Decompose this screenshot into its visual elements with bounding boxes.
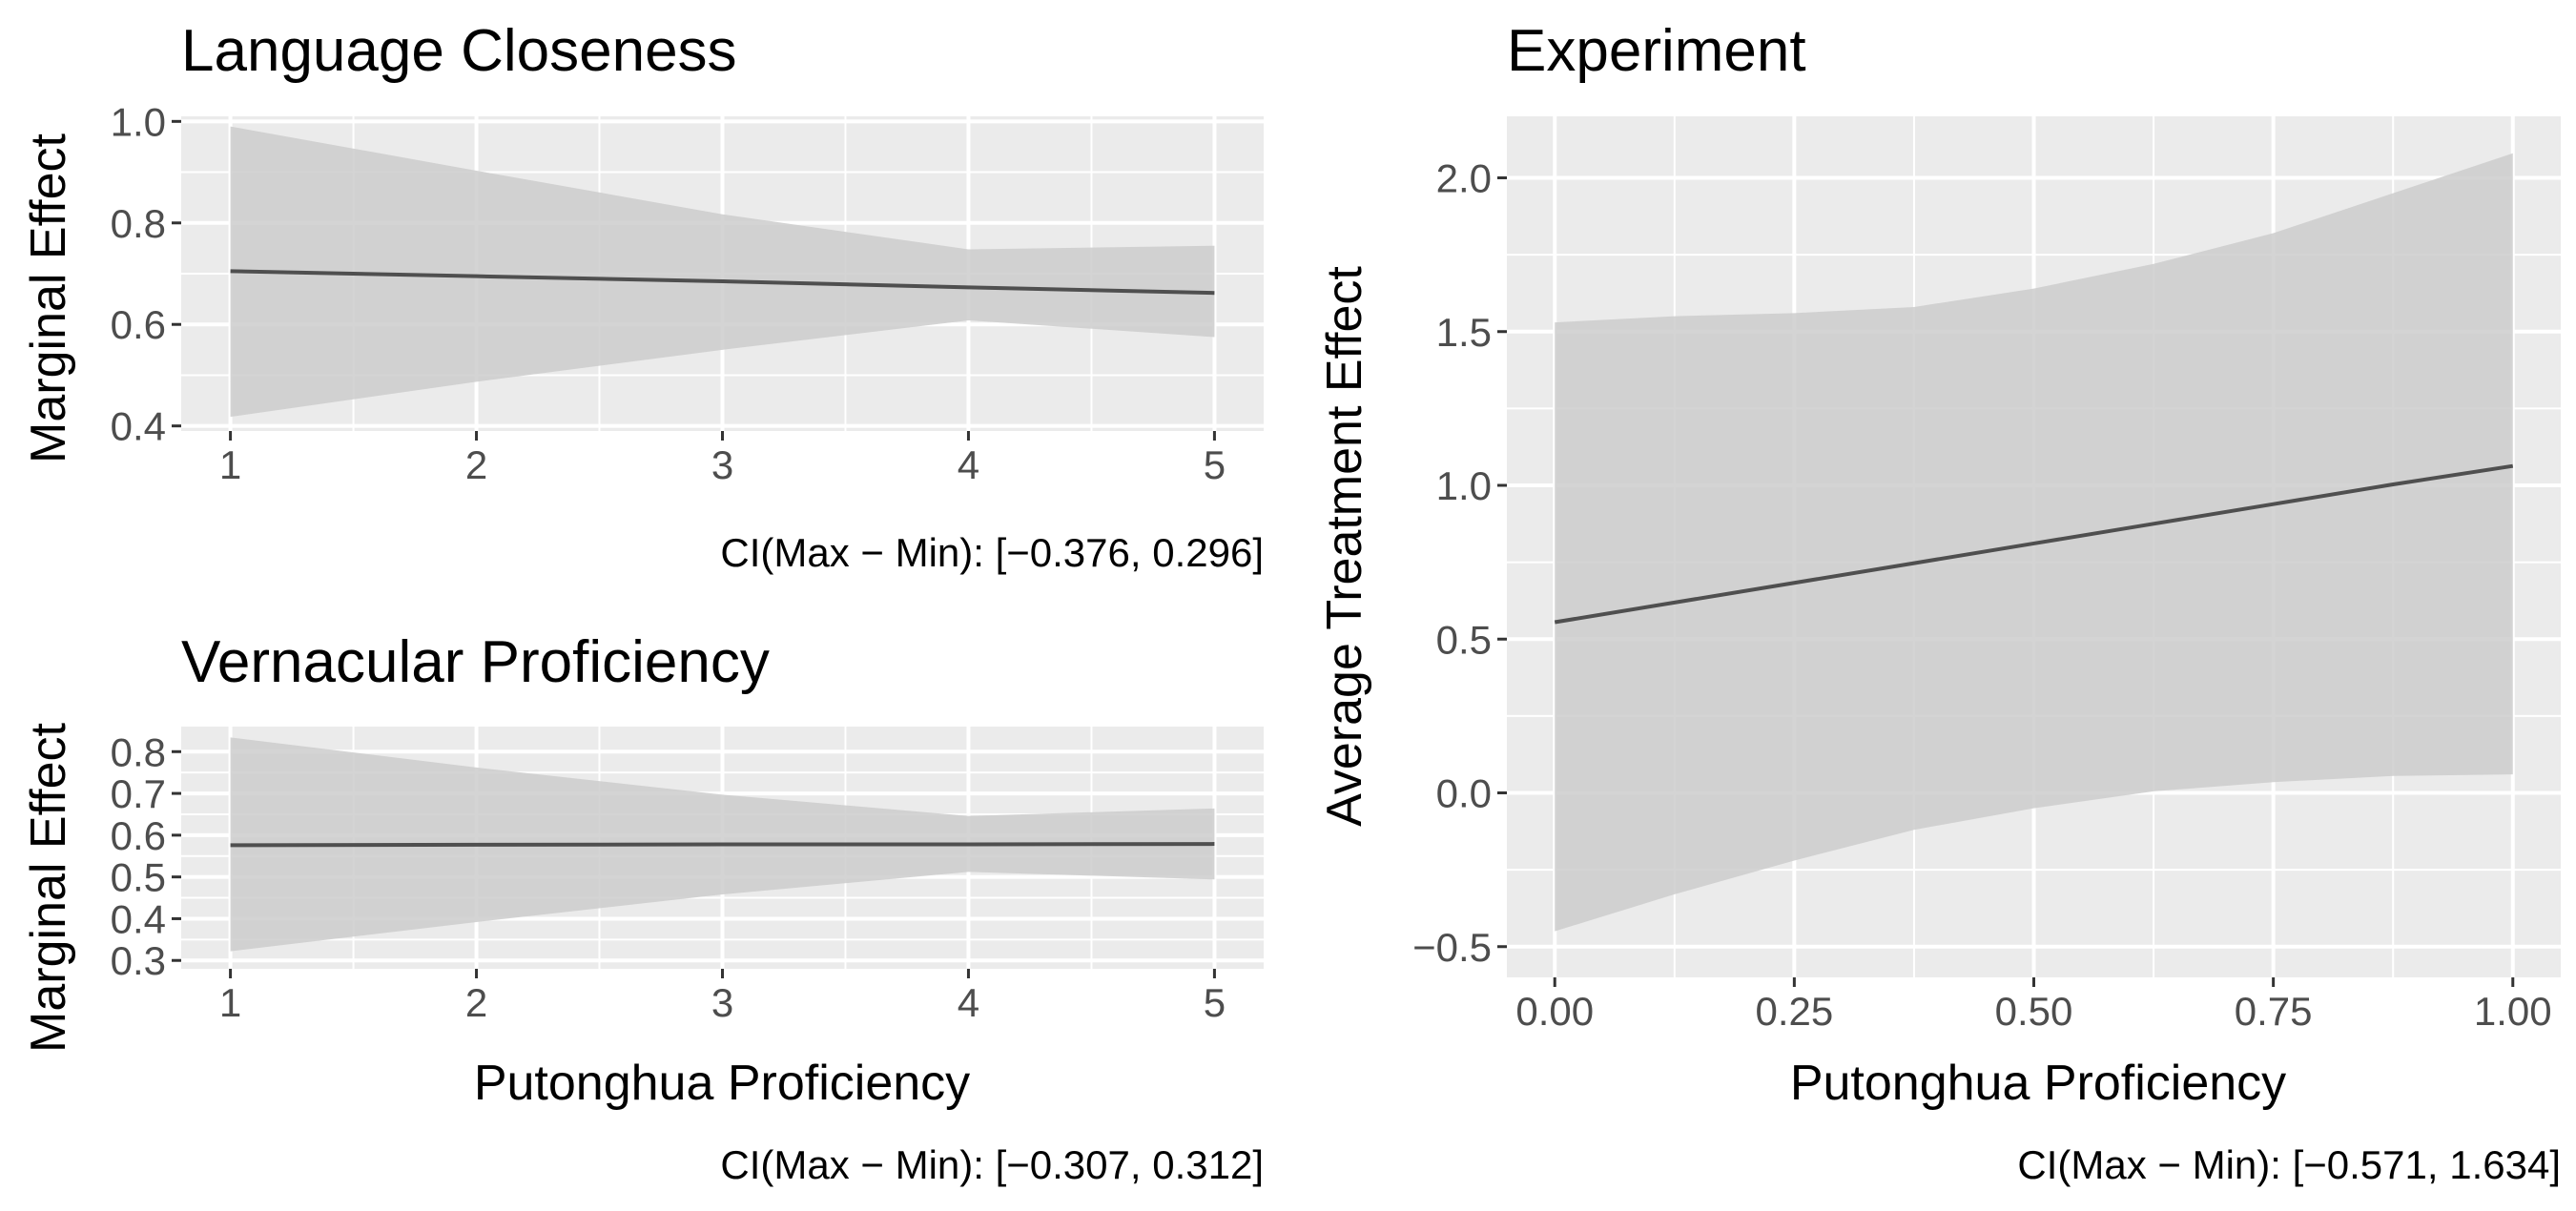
x-tick-label: 1 [219, 442, 241, 487]
y-tick-label: 0.6 [111, 813, 166, 858]
x-tick-label: 0.50 [1995, 989, 2073, 1034]
panel-language-closeness: Language Closeness Marginal Effect 1 2 3 4 5… [21, 18, 1264, 575]
x-tick-label: 5 [1204, 442, 1226, 487]
x-tick-label: 3 [711, 980, 733, 1025]
effect-line [1554, 463, 2514, 625]
y-tick-label: 0.4 [111, 896, 166, 941]
y-tick-label: 1.0 [111, 99, 166, 144]
effect-line [230, 269, 1215, 296]
x-tick-label: 4 [958, 980, 979, 1025]
y-tick-label: 0.7 [111, 771, 166, 816]
x-tick-label: 0.00 [1515, 989, 1594, 1034]
plot-area: 1 2 3 4 5 0.30.40.50.60.70.8 [111, 727, 1264, 1025]
x-tick-label: 1.00 [2474, 989, 2552, 1034]
x-tick-label: 1 [219, 980, 241, 1025]
x-tick-label: 5 [1204, 980, 1226, 1025]
x-axis-title: Putonghua Proficiency [474, 1056, 970, 1111]
panel-experiment: Experiment Average Treatment Effect 0.00… [1317, 18, 2561, 1187]
ci-caption: CI(Max − Min): [−0.307, 0.312] [720, 1142, 1264, 1187]
y-tick-label: 0.6 [111, 302, 166, 347]
y-axis-title: Marginal Effect [21, 723, 76, 1053]
ci-caption: CI(Max − Min): [−0.376, 0.296] [720, 530, 1264, 575]
chart-title: Experiment [1507, 18, 1806, 84]
x-tick-label: 2 [465, 442, 487, 487]
y-axis-title: Average Treatment Effect [1317, 266, 1372, 827]
x-tick-label: 3 [711, 442, 733, 487]
y-tick-label: −0.5 [1412, 925, 1492, 970]
chart-title: Language Closeness [181, 18, 737, 84]
y-tick-label: 1.5 [1436, 310, 1492, 355]
plot-area: 1 2 3 4 5 0.4 0.6 0.8 1.0 [111, 99, 1264, 487]
y-tick-label: 0.5 [111, 855, 166, 900]
x-tick-label: 0.25 [1755, 989, 1833, 1034]
y-tick-label: 0.3 [111, 938, 166, 983]
confidence-band [230, 126, 1215, 418]
y-tick-label: 0.0 [1436, 771, 1492, 816]
effect-line [230, 842, 1215, 848]
x-tick-label: 0.75 [2235, 989, 2313, 1034]
panel-vernacular-proficiency: Vernacular Proficiency Marginal Effect 1… [21, 629, 1264, 1187]
plot-area: 0.00 0.25 0.50 0.75 1.00 −0.5 0.0 0.5 1.0 1.5 2.0 [1412, 116, 2561, 1034]
y-tick-label: 0.4 [111, 404, 166, 449]
x-tick-label: 4 [958, 442, 979, 487]
ci-caption: CI(Max − Min): [−0.571, 1.634] [2017, 1142, 2561, 1187]
x-axis-title: Putonghua Proficiency [1790, 1056, 2286, 1111]
y-tick-label: 0.8 [111, 729, 166, 774]
y-tick-label: 0.5 [1436, 617, 1492, 662]
y-tick-label: 1.0 [1436, 463, 1492, 508]
x-tick-label: 2 [465, 980, 487, 1025]
y-axis-title: Marginal Effect [21, 133, 76, 463]
y-tick-label: 0.8 [111, 201, 166, 246]
y-tick-label: 2.0 [1436, 156, 1492, 201]
chart-title: Vernacular Proficiency [181, 629, 770, 695]
